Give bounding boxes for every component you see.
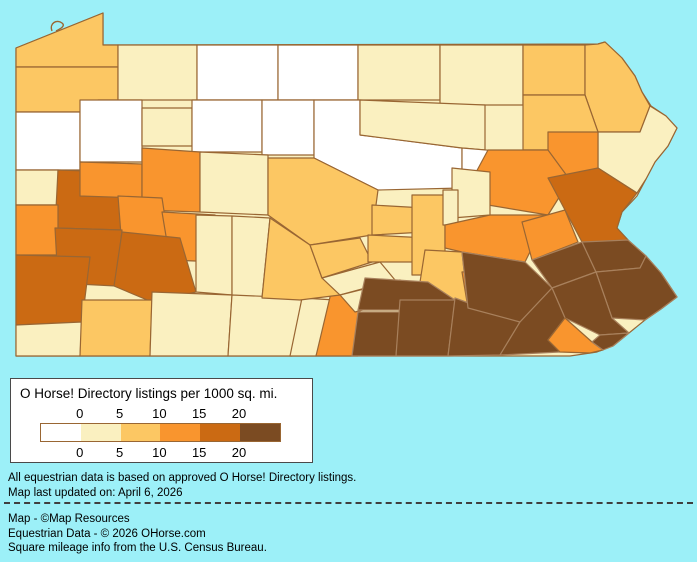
county-clearfield [199, 151, 269, 216]
legend-title: O Horse! Directory listings per 1000 sq.… [20, 386, 278, 401]
county-bradford [439, 44, 524, 106]
county-philadelphia [591, 332, 630, 351]
county-carbon [521, 209, 579, 261]
county-cameron [261, 99, 315, 156]
legend-swatch-5 [240, 424, 280, 441]
county-somerset [149, 291, 233, 357]
county-lawrence [15, 169, 59, 206]
legend-swatch-1 [80, 424, 121, 441]
presque-isle-peninsula [50, 20, 64, 32]
county-potter [277, 44, 359, 101]
credit-equestrian-data: Equestrian Data - © 2026 OHorse.com [8, 528, 206, 540]
county-wayne [584, 41, 651, 133]
legend-swatch-0 [41, 424, 81, 441]
credit-map: Map - ©Map Resources [8, 513, 130, 525]
county-elk [191, 99, 263, 153]
legend-scale-labels-top: 0 5 10 15 20 [76, 406, 247, 421]
legend-swatch-3 [160, 424, 201, 441]
pennsylvania-county-choropleth-map [15, 12, 678, 357]
county-montour [442, 189, 459, 226]
legend-swatch-4 [200, 424, 241, 441]
county-adams [351, 311, 401, 357]
county-beaver [15, 204, 59, 256]
county-venango [79, 99, 143, 163]
county-york [395, 299, 456, 357]
county-bedford [227, 294, 303, 357]
county-forest [141, 107, 193, 147]
county-greene [15, 321, 83, 357]
county-monroe [547, 167, 638, 243]
county-susquehanna [522, 44, 586, 96]
note-data-source: All equestrian data is based on approved… [8, 472, 357, 484]
dashed-divider [4, 502, 693, 504]
county-tioga [357, 44, 441, 101]
county-warren [117, 44, 198, 101]
county-cambria [195, 214, 233, 296]
county-washington [15, 254, 91, 326]
county-clarion [79, 161, 143, 199]
note-last-updated: Map last updated on: April 6, 2026 [8, 487, 183, 499]
map-legend: O Horse! Directory listings per 1000 sq.… [10, 378, 313, 463]
county-erie [15, 12, 119, 68]
legend-scale-labels-bottom: 0 5 10 15 20 [76, 445, 247, 460]
county-bucks [595, 255, 678, 321]
legend-swatch-2 [120, 424, 161, 441]
county-mercer [15, 111, 81, 171]
county-mckean [196, 44, 279, 101]
county-fayette [79, 299, 153, 357]
credit-square-mileage: Square mileage info from the U.S. Census… [8, 542, 267, 554]
legend-color-ramp [40, 423, 281, 442]
